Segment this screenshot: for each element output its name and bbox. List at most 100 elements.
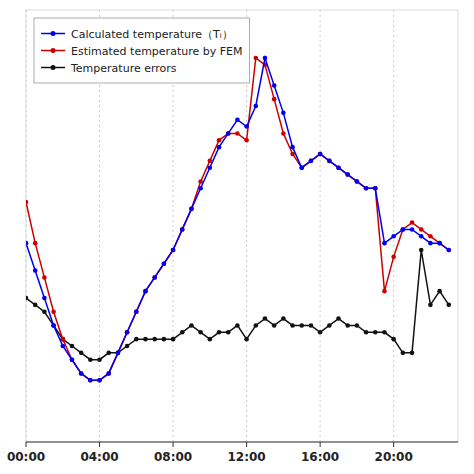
point <box>235 323 240 328</box>
point <box>198 186 203 191</box>
legend-label: Temperature errors <box>70 62 177 75</box>
point <box>33 241 38 246</box>
point <box>437 241 442 246</box>
point <box>281 111 286 116</box>
point <box>309 159 314 164</box>
point <box>33 303 38 308</box>
point <box>125 330 130 335</box>
point <box>235 131 240 136</box>
point <box>116 351 121 356</box>
point <box>208 337 213 342</box>
x-axis-line <box>26 442 458 443</box>
point <box>70 344 75 349</box>
chart: 00:0004:0008:0012:0016:0020:00Calculated… <box>0 0 474 474</box>
point <box>189 207 194 212</box>
point <box>33 268 38 273</box>
point <box>419 227 424 232</box>
point <box>382 241 387 246</box>
x-axis: 00:0004:0008:0012:0016:0020:00 <box>7 10 458 464</box>
point <box>189 207 194 212</box>
point <box>152 275 157 280</box>
point <box>272 97 277 102</box>
point <box>116 351 121 356</box>
point <box>134 337 139 342</box>
point <box>152 275 157 280</box>
point <box>152 337 157 342</box>
point <box>281 131 286 136</box>
point <box>226 330 231 335</box>
point <box>88 357 93 362</box>
series-line <box>26 58 449 380</box>
legend-marker <box>51 48 56 53</box>
legend-box <box>34 18 249 83</box>
point <box>263 316 268 321</box>
point <box>299 165 304 170</box>
point <box>437 241 442 246</box>
point <box>263 56 268 61</box>
point <box>419 248 424 253</box>
point <box>373 186 378 191</box>
point <box>180 330 185 335</box>
legend-marker <box>51 65 56 70</box>
point <box>143 289 148 294</box>
legend-marker <box>51 31 56 36</box>
tick-mark <box>173 442 174 447</box>
legend-label: Calculated temperature（Tᵢ） <box>71 28 233 41</box>
point <box>42 275 47 280</box>
point <box>364 186 369 191</box>
point <box>428 303 433 308</box>
point <box>70 357 75 362</box>
point <box>226 131 231 136</box>
point <box>97 378 102 383</box>
series-line <box>26 250 449 360</box>
grid-line <box>320 10 321 442</box>
tick-mark <box>320 442 321 447</box>
point <box>42 309 47 314</box>
point <box>253 104 258 109</box>
point <box>364 330 369 335</box>
grid-line <box>393 10 394 442</box>
tick-mark <box>246 442 247 447</box>
point <box>437 289 442 294</box>
series <box>26 248 451 362</box>
point <box>217 138 222 143</box>
series-line <box>26 58 449 380</box>
point <box>244 337 249 342</box>
point <box>327 159 332 164</box>
point <box>253 323 258 328</box>
point <box>373 330 378 335</box>
series <box>26 56 451 383</box>
point <box>401 227 406 232</box>
point <box>345 323 350 328</box>
point <box>318 330 323 335</box>
plot-frame <box>26 10 458 442</box>
point <box>79 351 84 356</box>
point <box>51 323 56 328</box>
point <box>226 131 231 136</box>
point <box>244 124 249 129</box>
point <box>143 337 148 342</box>
tick-label: 20:00 <box>375 450 413 464</box>
point <box>373 186 378 191</box>
point <box>106 371 111 376</box>
point <box>336 316 341 321</box>
plot-area <box>26 56 451 383</box>
point <box>410 227 415 232</box>
point <box>299 165 304 170</box>
point <box>26 200 28 205</box>
point <box>272 323 277 328</box>
point <box>217 330 222 335</box>
point <box>391 255 396 260</box>
point <box>272 83 277 88</box>
point <box>208 165 213 170</box>
point <box>345 172 350 177</box>
point <box>97 378 102 383</box>
tick-label: 12:00 <box>227 450 265 464</box>
point <box>116 351 121 356</box>
point <box>171 337 176 342</box>
point <box>290 145 295 150</box>
point <box>401 227 406 232</box>
point <box>244 138 249 143</box>
point <box>299 323 304 328</box>
tick-label: 04:00 <box>80 450 118 464</box>
